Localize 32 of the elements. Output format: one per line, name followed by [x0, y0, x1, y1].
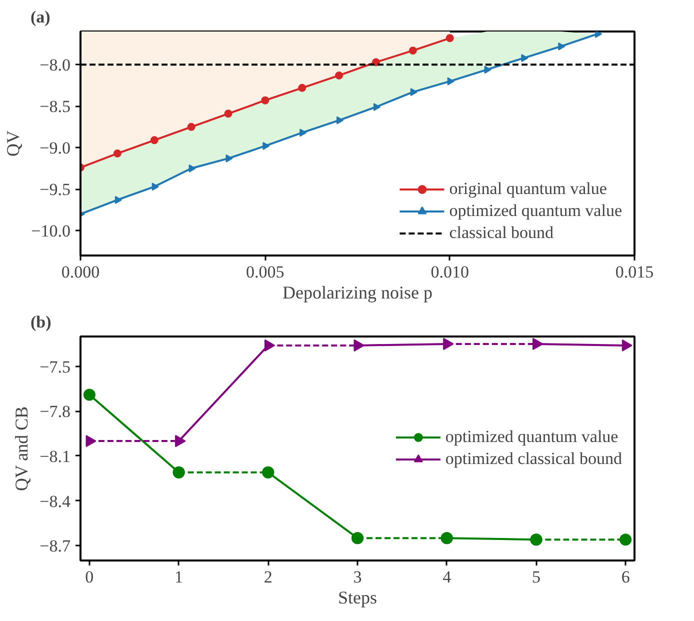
y-tick-label: −9.0: [40, 138, 71, 158]
x-tick-label: 0: [85, 568, 94, 586]
legend-label: optimized quantum value: [449, 201, 622, 221]
x-tick-label: 2: [264, 568, 272, 586]
chart-title: (a): [30, 8, 50, 26]
y-tick-label: −10.0: [31, 222, 71, 241]
x-axis-title: Depolarizing noise p: [282, 282, 432, 302]
x-tick-label: 0.010: [430, 262, 469, 282]
x-tick-label: 5: [532, 568, 540, 586]
x-tick-label: 0.000: [61, 262, 100, 282]
legend-label: optimized classical bound: [445, 449, 622, 469]
y-tick-label: −8.0: [40, 56, 71, 75]
y-tick-label: −8.1: [40, 446, 71, 466]
x-axis-title: Steps: [338, 588, 378, 608]
x-tick-label: 0.005: [246, 262, 284, 282]
x-tick-label: 3: [353, 568, 362, 586]
y-tick-label: −7.5: [40, 357, 71, 376]
chart-title: (b): [30, 312, 52, 332]
y-tick-label: −8.7: [40, 536, 71, 556]
y-axis-title: QV and CB: [12, 406, 32, 491]
x-tick-label: 0.015: [615, 262, 654, 282]
x-tick-label: 6: [621, 568, 630, 586]
y-tick-label: −8.5: [40, 97, 71, 116]
legend-label: original quantum value: [449, 179, 607, 199]
x-tick-label: 1: [174, 568, 184, 586]
y-axis-title: QV: [3, 130, 24, 156]
y-tick-label: −7.8: [40, 402, 71, 422]
y-tick-label: −9.5: [40, 180, 71, 200]
legend-label: optimized quantum value: [445, 427, 618, 447]
y-tick-label: −8.4: [40, 492, 71, 511]
legend-label: classical bound: [449, 223, 554, 243]
x-tick-label: 4: [442, 568, 452, 586]
